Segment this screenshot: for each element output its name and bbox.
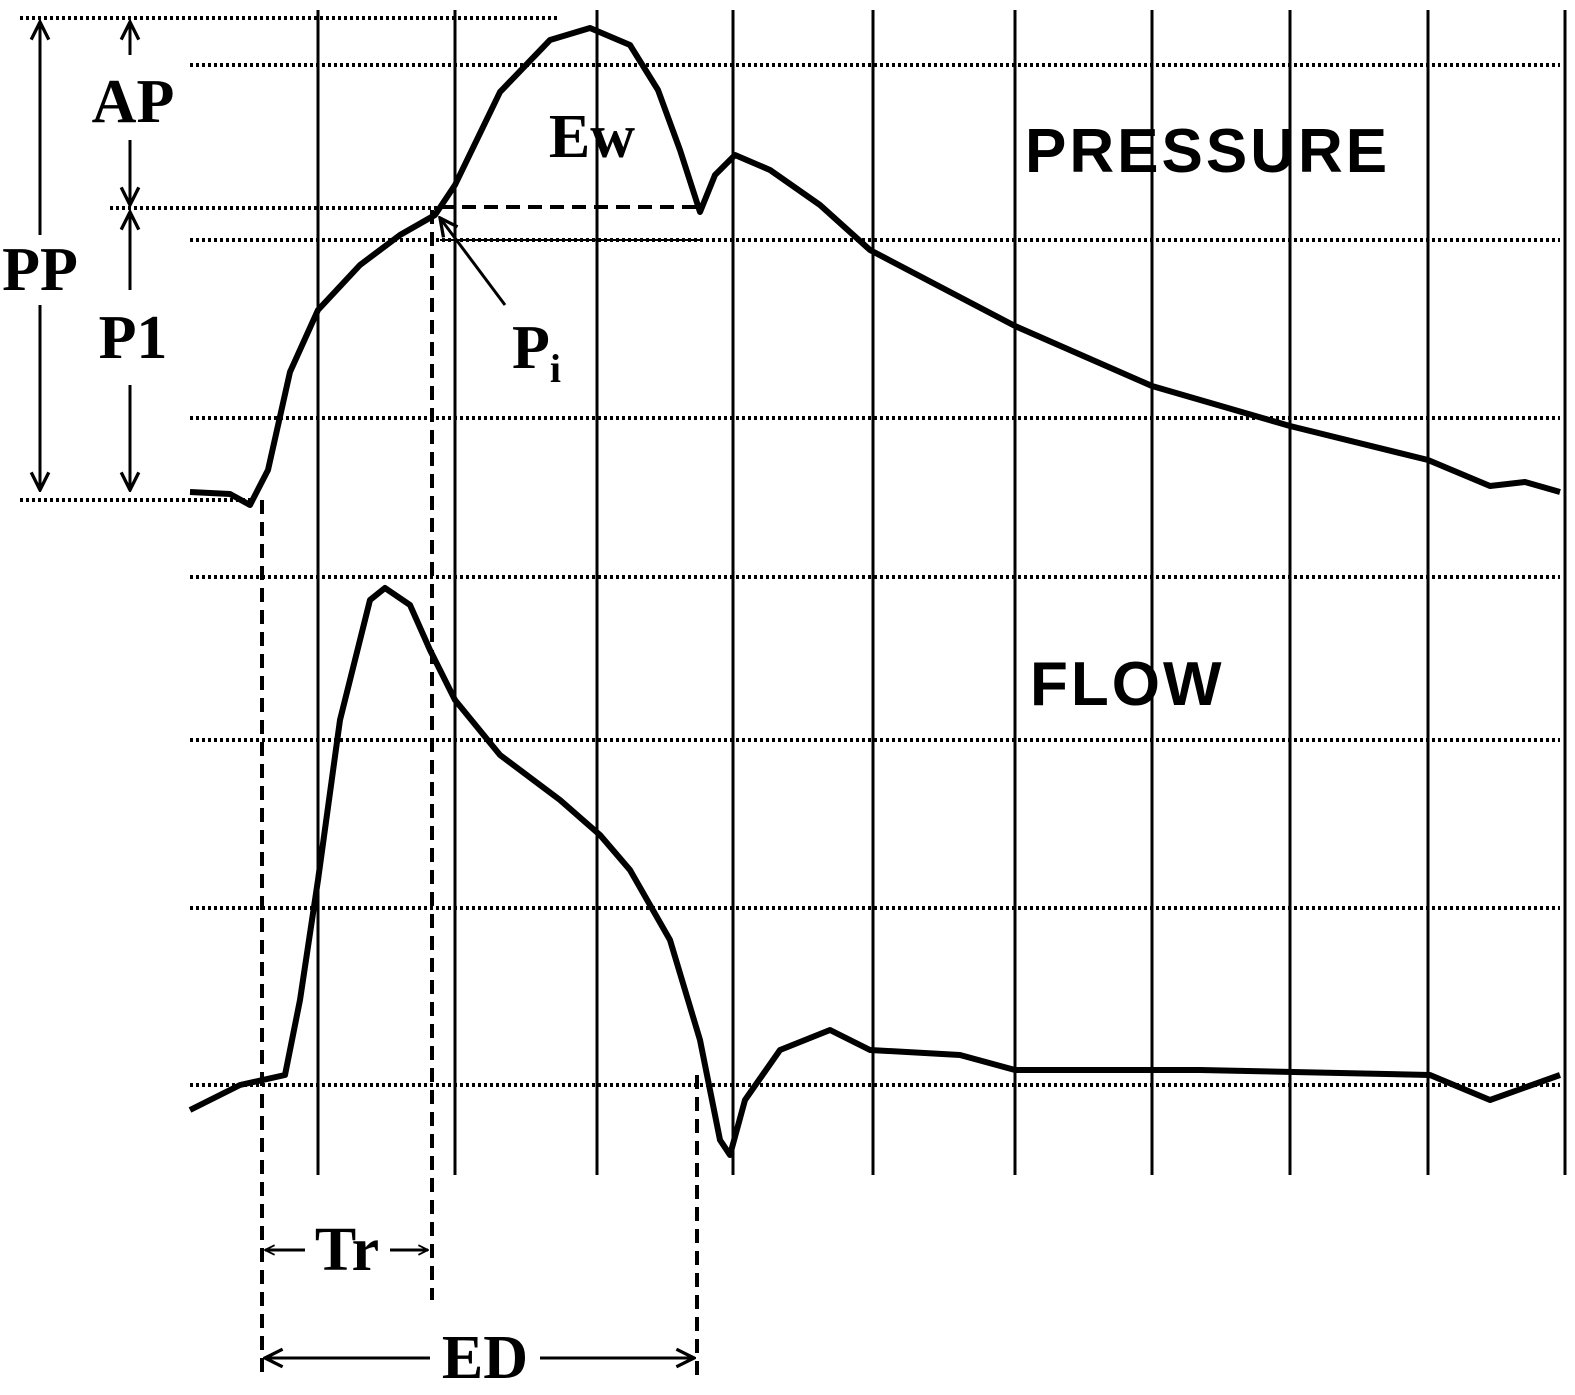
- flow-label: FLOW: [1030, 650, 1225, 719]
- vertical-grid: [316, 10, 1567, 1175]
- horizontal-grid: [20, 16, 1560, 1087]
- ew-label: Ew: [549, 103, 635, 171]
- dashed-guides: [260, 205, 700, 1380]
- pressure-curve: [189, 25, 1561, 508]
- p1-label: P1: [99, 304, 168, 372]
- pi-label: Pi: [512, 314, 561, 391]
- pp-label: PP: [2, 236, 78, 304]
- pi-sub: i: [550, 346, 561, 391]
- ed-label: ED: [442, 1324, 528, 1392]
- flow-curve: [188, 585, 1562, 1158]
- tr-label: Tr: [315, 1216, 379, 1284]
- measure-arrows: [40, 22, 694, 1358]
- pressure-label: PRESSURE: [1025, 117, 1390, 186]
- ap-label: AP: [92, 68, 175, 136]
- pi-main: P: [512, 314, 550, 382]
